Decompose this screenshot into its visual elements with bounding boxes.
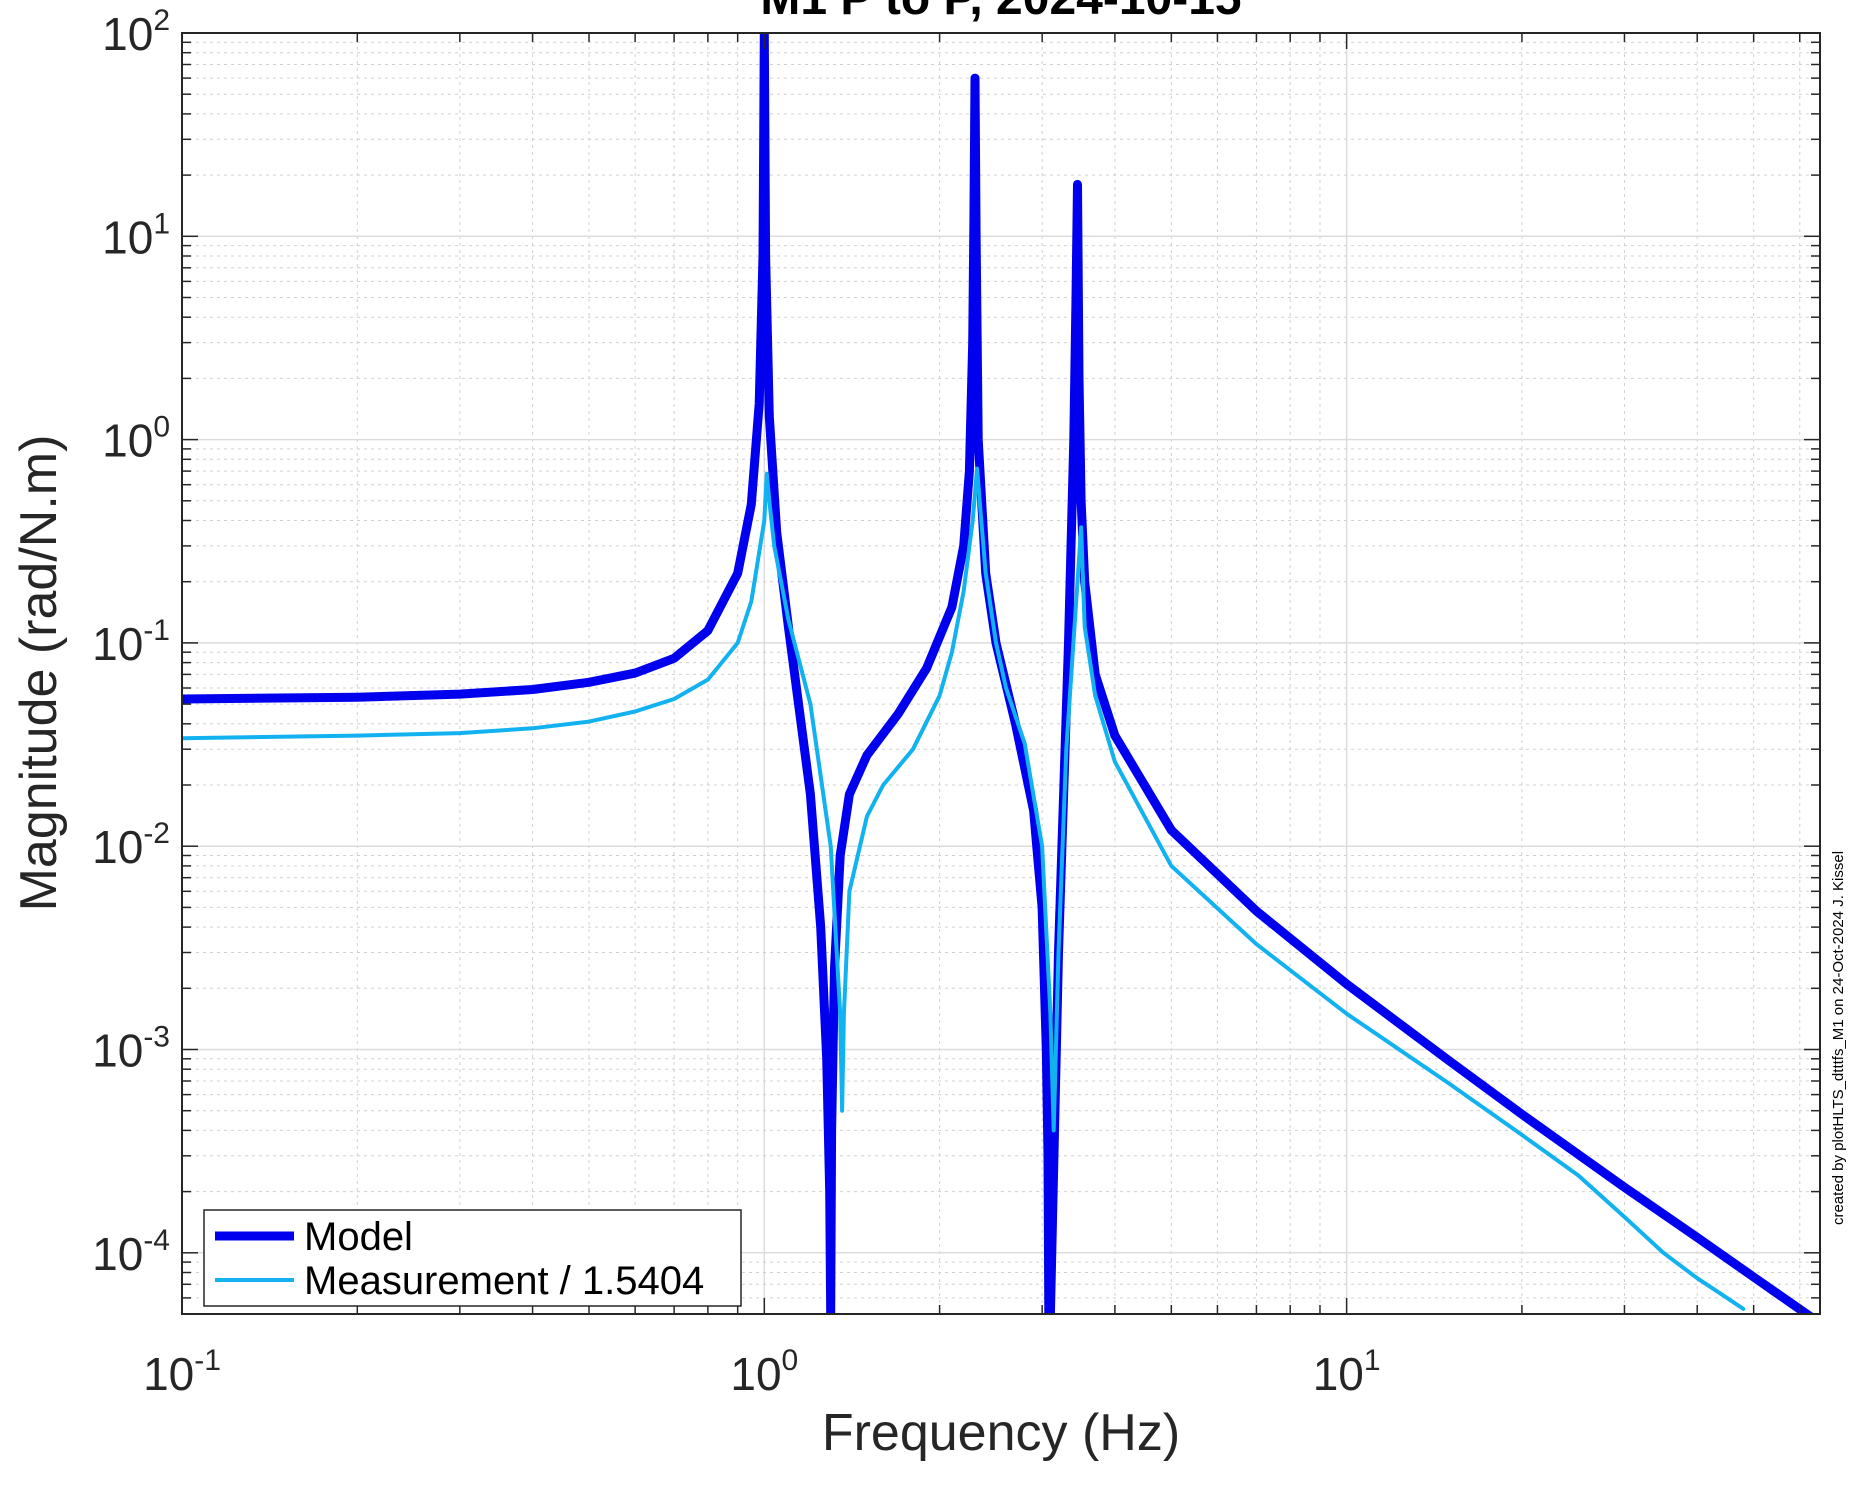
y-tick-label: 10-3: [92, 1021, 170, 1077]
x-tick-label: 10-1: [143, 1344, 221, 1400]
legend-label-model: Model: [304, 1215, 413, 1259]
y-tick-label: 10-1: [92, 614, 170, 670]
x-tick-label: 100: [730, 1344, 798, 1400]
legend-box: [203, 1209, 742, 1307]
series-lines: [182, 33, 1815, 1314]
y-tick-label: 100: [102, 411, 170, 467]
x-axis-label: Frequency (Hz): [822, 1404, 1180, 1462]
tick-marks: [181, 32, 1820, 1315]
x-tick-labels: 10-1 100 101: [143, 1344, 1380, 1400]
y-tick-label: 102: [102, 4, 170, 60]
y-tick-labels: 102 101 100 10-1 10-2 10-3 10-4: [92, 4, 170, 1280]
y-axis-label: Magnitude (rad/N.m): [10, 435, 68, 912]
credit-note: created by plotHLTS_dtttfs_M1 on 24-Oct-…: [1830, 851, 1847, 1225]
model-line: [182, 33, 1815, 1314]
chart-title: M1 P to P, 2024-10-15: [760, 0, 1241, 25]
legend: Model Measurement / 1.5404: [203, 1209, 742, 1307]
legend-label-measurement: Measurement / 1.5404: [304, 1259, 704, 1303]
y-tick-label: 101: [102, 207, 170, 263]
plot-frame: [181, 32, 1821, 1315]
y-tick-label: 10-2: [92, 817, 170, 873]
measurement-line: [182, 466, 1746, 1311]
x-tick-label: 101: [1313, 1344, 1381, 1400]
y-tick-label: 10-4: [92, 1224, 170, 1280]
